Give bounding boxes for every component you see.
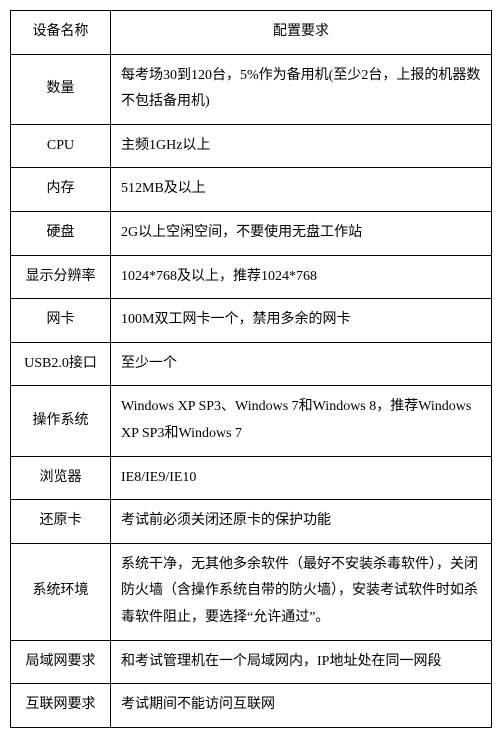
cell-req: 考试期间不能访问互联网: [111, 684, 492, 728]
cell-name: 互联网要求: [11, 684, 111, 728]
table-row: 局域网要求 和考试管理机在一个局域网内，IP地址处在同一网段: [11, 640, 492, 684]
cell-req: 至少一个: [111, 342, 492, 386]
cell-name: 数量: [11, 54, 111, 124]
cell-req: IE8/IE9/IE10: [111, 456, 492, 500]
spec-table: 设备名称 配置要求 数量 每考场30到120台，5%作为备用机(至少2台，上报的…: [10, 10, 492, 728]
cell-name: 内存: [11, 168, 111, 212]
table-row: 浏览器 IE8/IE9/IE10: [11, 456, 492, 500]
cell-req: 每考场30到120台，5%作为备用机(至少2台，上报的机器数不包括备用机): [111, 54, 492, 124]
cell-name: 操作系统: [11, 386, 111, 456]
cell-name: CPU: [11, 124, 111, 168]
header-config-req: 配置要求: [111, 11, 492, 55]
table-row: 系统环境 系统干净，无其他多余软件（最好不安装杀毒软件），关闭防火墙（含操作系统…: [11, 543, 492, 640]
table-row: 互联网要求 考试期间不能访问互联网: [11, 684, 492, 728]
cell-req: 1024*768及以上，推荐1024*768: [111, 255, 492, 299]
cell-name: 硬盘: [11, 211, 111, 255]
cell-req: 系统干净，无其他多余软件（最好不安装杀毒软件），关闭防火墙（含操作系统自带的防火…: [111, 543, 492, 640]
cell-req: 考试前必须关闭还原卡的保护功能: [111, 500, 492, 544]
cell-name: 系统环境: [11, 543, 111, 640]
cell-name: USB2.0接口: [11, 342, 111, 386]
table-row: CPU 主频1GHz以上: [11, 124, 492, 168]
table-header-row: 设备名称 配置要求: [11, 11, 492, 55]
cell-name: 显示分辨率: [11, 255, 111, 299]
cell-req: 主频1GHz以上: [111, 124, 492, 168]
table-row: 硬盘 2G以上空闲空间，不要使用无盘工作站: [11, 211, 492, 255]
cell-req: 512MB及以上: [111, 168, 492, 212]
table-row: 网卡 100M双工网卡一个，禁用多余的网卡: [11, 299, 492, 343]
table-row: 显示分辨率 1024*768及以上，推荐1024*768: [11, 255, 492, 299]
cell-req: 2G以上空闲空间，不要使用无盘工作站: [111, 211, 492, 255]
cell-req: 和考试管理机在一个局域网内，IP地址处在同一网段: [111, 640, 492, 684]
table-row: 还原卡 考试前必须关闭还原卡的保护功能: [11, 500, 492, 544]
table-row: 数量 每考场30到120台，5%作为备用机(至少2台，上报的机器数不包括备用机): [11, 54, 492, 124]
cell-req: Windows XP SP3、Windows 7和Windows 8，推荐Win…: [111, 386, 492, 456]
cell-name: 网卡: [11, 299, 111, 343]
cell-name: 还原卡: [11, 500, 111, 544]
table-row: 操作系统 Windows XP SP3、Windows 7和Windows 8，…: [11, 386, 492, 456]
cell-req: 100M双工网卡一个，禁用多余的网卡: [111, 299, 492, 343]
header-device-name: 设备名称: [11, 11, 111, 55]
cell-name: 浏览器: [11, 456, 111, 500]
table-row: 内存 512MB及以上: [11, 168, 492, 212]
table-row: USB2.0接口 至少一个: [11, 342, 492, 386]
cell-name: 局域网要求: [11, 640, 111, 684]
